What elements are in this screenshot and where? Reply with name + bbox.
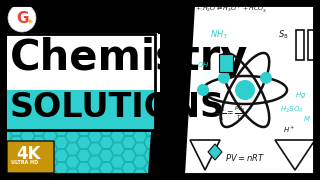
Text: $NH_3$: $NH_3$ — [210, 28, 228, 40]
Bar — [296, 30, 304, 60]
Circle shape — [197, 84, 209, 96]
Polygon shape — [148, 5, 195, 175]
Bar — [219, 54, 233, 72]
Text: Chemistry: Chemistry — [10, 37, 248, 79]
Circle shape — [235, 80, 255, 100]
Text: $H^+$: $H^+$ — [283, 125, 295, 135]
Circle shape — [260, 72, 272, 84]
Text: $OH$: $OH$ — [197, 60, 210, 69]
Bar — [5, 34, 155, 130]
Bar — [5, 34, 160, 92]
Text: $H_2SO_4$: $H_2SO_4$ — [280, 105, 303, 115]
Text: $+\ H_2O \rightleftharpoons H_3O^+ + HCO_3^-$: $+\ H_2O \rightleftharpoons H_3O^+ + HCO… — [195, 5, 269, 15]
Text: G: G — [16, 10, 28, 26]
FancyBboxPatch shape — [7, 141, 54, 173]
Bar — [5, 90, 155, 130]
Text: ULTRA HD: ULTRA HD — [11, 160, 38, 165]
Text: ▶: ▶ — [29, 19, 33, 24]
Bar — [5, 5, 190, 175]
Bar — [308, 30, 316, 60]
Text: $M_{..}$: $M_{..}$ — [303, 115, 315, 125]
Text: $PV=nRT$: $PV=nRT$ — [225, 152, 265, 163]
Bar — [5, 5, 160, 33]
Text: 4K: 4K — [16, 145, 41, 163]
Bar — [155, 5, 315, 175]
Polygon shape — [208, 144, 222, 160]
Circle shape — [8, 4, 36, 32]
Text: SOLUTIONS: SOLUTIONS — [10, 91, 225, 124]
Text: $\frac{PV_1}{T_1}=\frac{PV_2}{T_2}$: $\frac{PV_1}{T_1}=\frac{PV_2}{T_2}$ — [215, 105, 246, 123]
Text: $S_8$: $S_8$ — [278, 28, 289, 40]
Circle shape — [218, 72, 230, 84]
Text: $Hg$: $Hg$ — [295, 90, 307, 100]
